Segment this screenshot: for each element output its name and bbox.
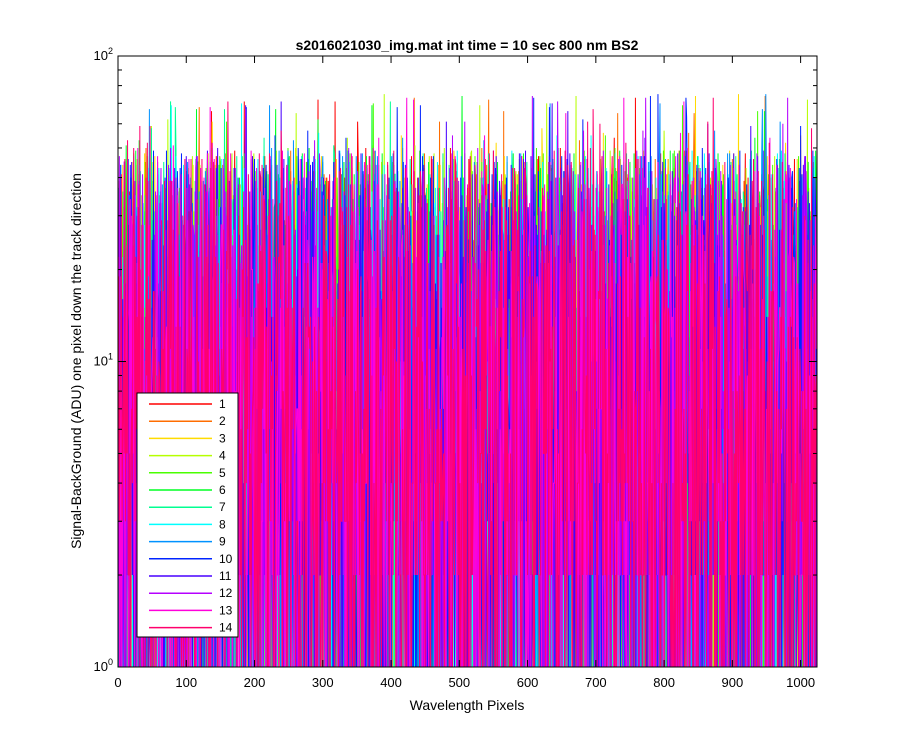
legend-box	[136, 392, 239, 638]
x-tick-label: 100	[175, 675, 197, 690]
x-tick-label: 0	[114, 675, 121, 690]
legend-label-5: 5	[219, 466, 226, 480]
x-axis-title: Wavelength Pixels	[410, 697, 525, 713]
x-tick-label: 200	[244, 675, 266, 690]
legend-label-9: 9	[219, 535, 226, 549]
y-tick-label: 102	[94, 46, 113, 63]
x-tick-label: 1000	[786, 675, 815, 690]
legend-label-10: 10	[219, 552, 233, 566]
x-tick-label: 800	[653, 675, 675, 690]
legend-label-11: 11	[219, 569, 232, 583]
legend-label-3: 3	[219, 431, 226, 445]
x-tick-label: 400	[380, 675, 402, 690]
legend-label-8: 8	[219, 517, 226, 531]
legend-label-1: 1	[219, 397, 226, 411]
x-tick-label: 300	[312, 675, 334, 690]
y-tick-label: 100	[94, 657, 113, 674]
legend-label-2: 2	[219, 414, 226, 428]
chart-title: s2016021030_img.mat int time = 10 sec 80…	[296, 37, 639, 53]
legend-label-14: 14	[219, 621, 233, 635]
legend-label-12: 12	[219, 586, 233, 600]
legend-label-4: 4	[219, 449, 226, 463]
legend-label-6: 6	[219, 483, 226, 497]
x-tick-label: 500	[448, 675, 470, 690]
x-tick-label: 900	[722, 675, 744, 690]
y-axis-title: Signal-BackGround (ADU) one pixel down t…	[68, 173, 84, 549]
legend-label-7: 7	[219, 500, 226, 514]
x-tick-label: 600	[517, 675, 539, 690]
y-tick-label: 101	[94, 352, 113, 369]
x-axis: 0 100 200 300 400 500 600 700 800 900 1000	[114, 56, 815, 690]
legend-label-13: 13	[219, 603, 233, 617]
x-tick-label: 700	[585, 675, 607, 690]
